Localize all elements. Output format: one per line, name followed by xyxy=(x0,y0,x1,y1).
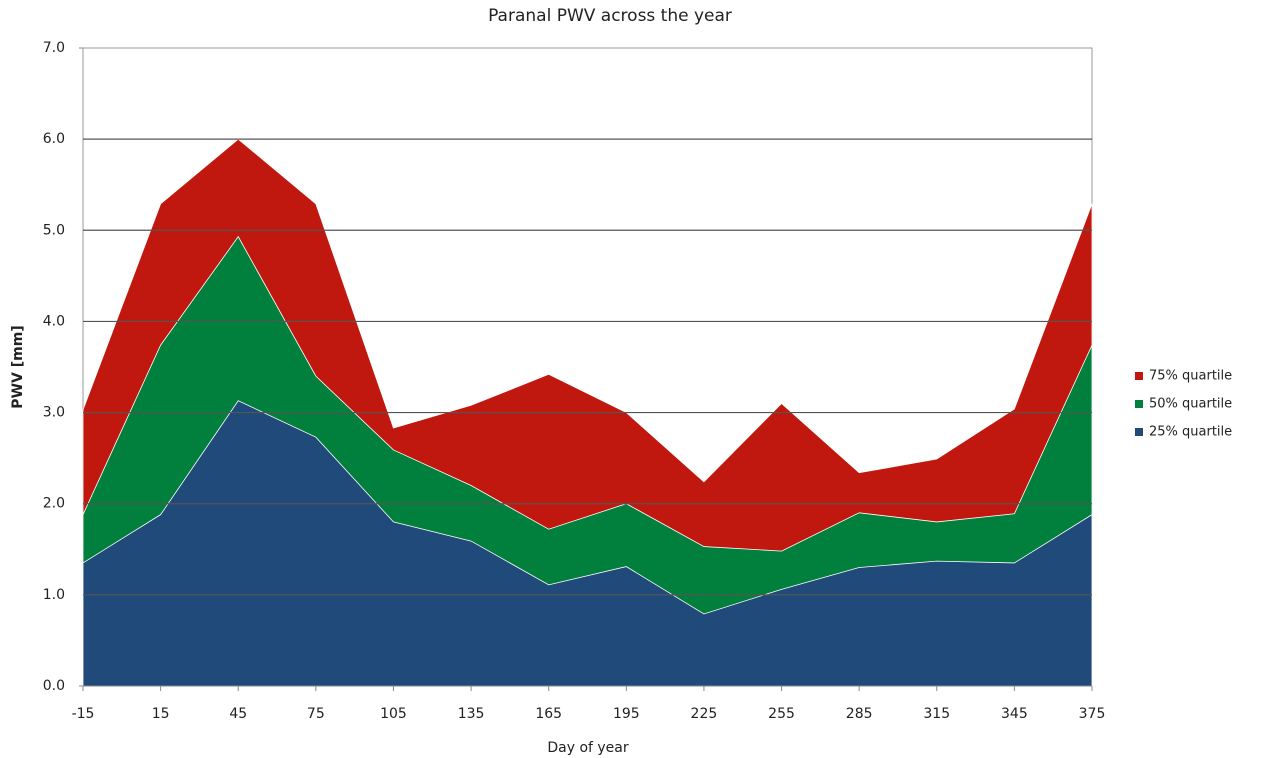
chart-title: Paranal PWV across the year xyxy=(488,6,732,26)
legend-swatch xyxy=(1135,372,1143,380)
legend-label: 25% quartile xyxy=(1149,425,1232,440)
legend: 75% quartile 50% quartile 25% quartile xyxy=(1135,369,1232,440)
y-tick-label: 1.0 xyxy=(43,587,65,603)
x-tick-label: 285 xyxy=(846,706,873,722)
y-tick-label: 7.0 xyxy=(43,40,65,56)
x-tick-label: 375 xyxy=(1079,706,1106,722)
x-tick-label: 255 xyxy=(768,706,795,722)
y-tick-label: 2.0 xyxy=(43,496,65,512)
x-tick-label: 315 xyxy=(923,706,950,722)
legend-swatch xyxy=(1135,400,1143,408)
x-axis-label: Day of year xyxy=(547,740,629,756)
y-tick-label: 4.0 xyxy=(43,313,65,329)
legend-label: 50% quartile xyxy=(1149,397,1232,412)
y-axis-label: PWV [mm] xyxy=(10,325,26,408)
x-tick-label: 345 xyxy=(1001,706,1028,722)
legend-swatch xyxy=(1135,428,1143,436)
y-tick-label: 0.0 xyxy=(43,678,65,694)
x-tick-label: 135 xyxy=(458,706,485,722)
y-tick-label: 5.0 xyxy=(43,222,65,238)
area xyxy=(82,400,1093,687)
x-tick-label: 195 xyxy=(613,706,640,722)
y-tick-label: 3.0 xyxy=(43,405,65,421)
y-tick-label: 6.0 xyxy=(43,131,65,147)
legend-label: 75% quartile xyxy=(1149,369,1232,384)
x-tick-label: 105 xyxy=(380,706,407,722)
x-tick-label: 165 xyxy=(535,706,562,722)
x-tick-label: 15 xyxy=(152,706,170,722)
x-tick-label: 75 xyxy=(307,706,325,722)
x-tick-label: 225 xyxy=(691,706,718,722)
x-tick-label: 45 xyxy=(229,706,247,722)
x-tick-label: -15 xyxy=(72,706,95,722)
